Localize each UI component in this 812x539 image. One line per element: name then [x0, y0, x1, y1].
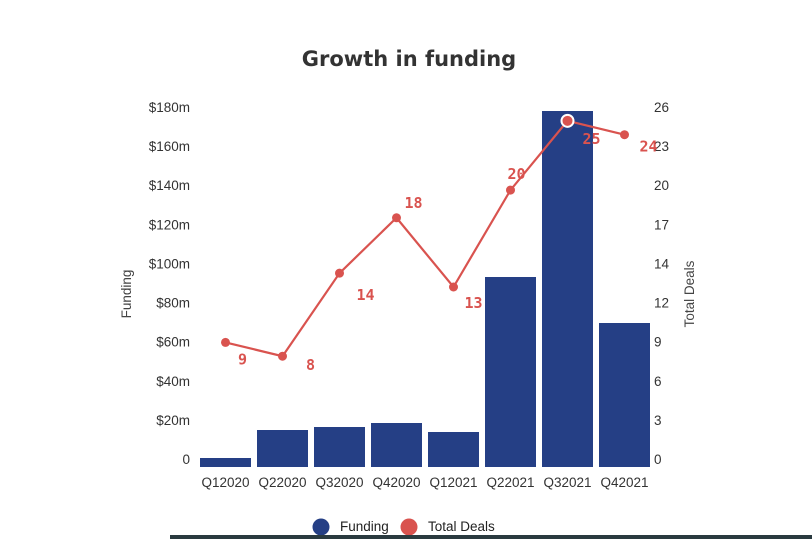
left-axis-label: Funding: [119, 270, 134, 319]
funding-bar[interactable]: [200, 458, 251, 467]
left-tick-label: 0: [182, 452, 190, 467]
left-tick-label: $180m: [149, 100, 190, 115]
total-deals-data-label: 18: [404, 194, 422, 212]
legend-swatch-funding: [312, 518, 330, 536]
legend-label-funding: Funding: [340, 519, 389, 534]
total-deals-data-label: 24: [639, 138, 657, 156]
total-deals-point[interactable]: [392, 213, 401, 223]
right-tick-label: 6: [654, 374, 662, 389]
right-tick-label: 20: [654, 178, 669, 193]
right-tick-label: 23: [654, 139, 669, 154]
left-tick-label: $40m: [156, 374, 190, 389]
left-tick-label: $80m: [156, 296, 190, 311]
right-tick-label: 0: [654, 452, 662, 467]
legend-label-total-deals: Total Deals: [428, 519, 495, 534]
total-deals-data-label: 8: [306, 356, 315, 374]
legend-swatch-total-deals: [400, 518, 418, 536]
total-deals-point[interactable]: [449, 282, 458, 292]
total-deals-data-label: 20: [507, 165, 525, 183]
right-tick-label: 3: [654, 413, 662, 428]
funding-bar[interactable]: [257, 430, 308, 467]
left-tick-label: $100m: [149, 256, 190, 271]
left-tick-label: $140m: [149, 178, 190, 193]
x-tick-label: Q42020: [372, 475, 420, 490]
funding-bar[interactable]: [314, 427, 365, 467]
right-tick-label: 9: [654, 335, 662, 350]
total-deals-data-label: 14: [356, 286, 374, 304]
bottom-scrollbar-strip: [170, 535, 812, 539]
total-deals-point[interactable]: [506, 185, 515, 195]
funding-bar[interactable]: [599, 323, 650, 467]
left-axis-ticks: 0 $20m $40m $60m $80m $100m $120m $140m $160m $18…: [149, 100, 190, 467]
total-deals-point[interactable]: [278, 351, 287, 361]
left-tick-label: $120m: [149, 217, 190, 232]
right-tick-label: 14: [654, 256, 670, 271]
x-tick-label: Q22020: [258, 475, 306, 490]
total-deals-data-label: 25: [582, 130, 600, 148]
total-deals-data-label: 9: [238, 350, 247, 368]
funding-bar[interactable]: [542, 111, 593, 467]
right-axis-label: Total Deals: [682, 260, 697, 327]
chart-title: Growth in funding: [302, 47, 516, 71]
x-tick-label: Q32021: [543, 475, 591, 490]
total-deals-point[interactable]: [221, 337, 230, 347]
funding-bar[interactable]: [371, 423, 422, 467]
left-tick-label: $20m: [156, 413, 190, 428]
x-tick-label: Q32020: [315, 475, 363, 490]
total-deals-point[interactable]: [560, 113, 575, 128]
funding-bar[interactable]: [485, 277, 536, 467]
x-axis-ticks: Q12020 Q22020 Q32020 Q42020 Q12021 Q22021 Q320…: [201, 475, 648, 490]
right-tick-label: 17: [654, 217, 669, 232]
total-deals-point[interactable]: [335, 268, 344, 278]
total-deals-line-layer: 9 8 14 18 13 20 25 24: [221, 113, 658, 374]
x-tick-label: Q12021: [429, 475, 477, 490]
total-deals-data-label: 13: [464, 294, 482, 312]
right-axis-ticks: 0 3 6 9 12 14 17 20 23 26: [654, 100, 670, 467]
left-tick-label: $60m: [156, 335, 190, 350]
right-tick-label: 26: [654, 100, 669, 115]
total-deals-line: [225, 119, 625, 358]
legend-item-total-deals[interactable]: Total Deals: [400, 518, 496, 536]
legend-item-funding[interactable]: Funding: [312, 518, 389, 536]
x-tick-label: Q12020: [201, 475, 249, 490]
funding-bar[interactable]: [428, 432, 479, 467]
total-deals-point[interactable]: [620, 130, 629, 140]
funding-bars: [200, 111, 650, 467]
left-tick-label: $160m: [149, 139, 190, 154]
right-tick-label: 12: [654, 296, 669, 311]
x-tick-label: Q42021: [600, 475, 648, 490]
x-tick-label: Q22021: [486, 475, 534, 490]
legend[interactable]: Funding Total Deals: [312, 518, 496, 536]
